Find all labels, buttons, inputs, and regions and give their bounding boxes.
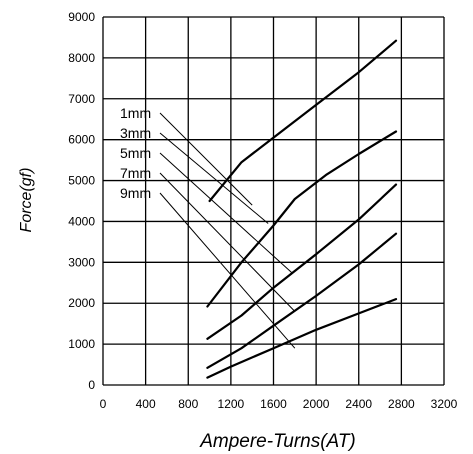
y-tick-label: 2000 (68, 296, 95, 310)
y-tick-label: 7000 (68, 92, 95, 106)
series-label-9mm: 9mm (120, 185, 151, 201)
series-line-7mm (206, 232, 398, 369)
x-tick-label: 1600 (260, 397, 287, 411)
series-label-1mm: 1mm (120, 105, 151, 121)
leader-line-1mm (159, 112, 253, 206)
y-axis-title: Force(gf) (18, 168, 35, 233)
x-tick-label: 3200 (431, 397, 458, 411)
series-label-5mm: 5mm (120, 145, 151, 161)
y-tick-label: 1000 (68, 337, 95, 351)
leader-line-7mm (159, 172, 296, 312)
x-tick-label: 2800 (388, 397, 415, 411)
x-tick-label: 2400 (345, 397, 372, 411)
series-line-3mm (206, 130, 398, 308)
series-label-7mm: 7mm (120, 165, 151, 181)
series-curves (206, 39, 398, 379)
series-label-3mm: 3mm (120, 125, 151, 141)
x-tick-label: 400 (136, 397, 156, 411)
series-line-5mm (206, 183, 398, 340)
y-tick-label: 9000 (68, 10, 95, 24)
leader-line-9mm (159, 192, 296, 349)
x-tick-labels: 0 400 800 1200 1600 2000 2400 2800 3200 (100, 397, 458, 411)
series-line-9mm (206, 298, 398, 379)
grid (102, 16, 445, 386)
y-tick-label: 4000 (68, 214, 95, 228)
y-tick-label: 5000 (68, 174, 95, 188)
x-axis-title: Ampere-Turns(AT) (199, 431, 356, 452)
leader-line-5mm (159, 152, 292, 273)
x-tick-label: 1200 (218, 397, 245, 411)
y-tick-label: 6000 (68, 133, 95, 147)
x-tick-label: 2000 (303, 397, 330, 411)
y-tick-label: 3000 (68, 255, 95, 269)
y-tick-label: 0 (88, 378, 95, 392)
series-labels: 1mm 3mm 5mm 7mm 9mm (120, 105, 151, 201)
x-tick-label: 0 (100, 397, 107, 411)
leader-line-3mm (159, 132, 269, 224)
y-tick-labels: 0 1000 2000 3000 4000 5000 6000 7000 8000 9000 (68, 10, 95, 392)
series-line-1mm (208, 39, 398, 203)
x-tick-label: 800 (178, 397, 198, 411)
series-leader-lines (159, 112, 296, 349)
y-tick-label: 8000 (68, 51, 95, 65)
